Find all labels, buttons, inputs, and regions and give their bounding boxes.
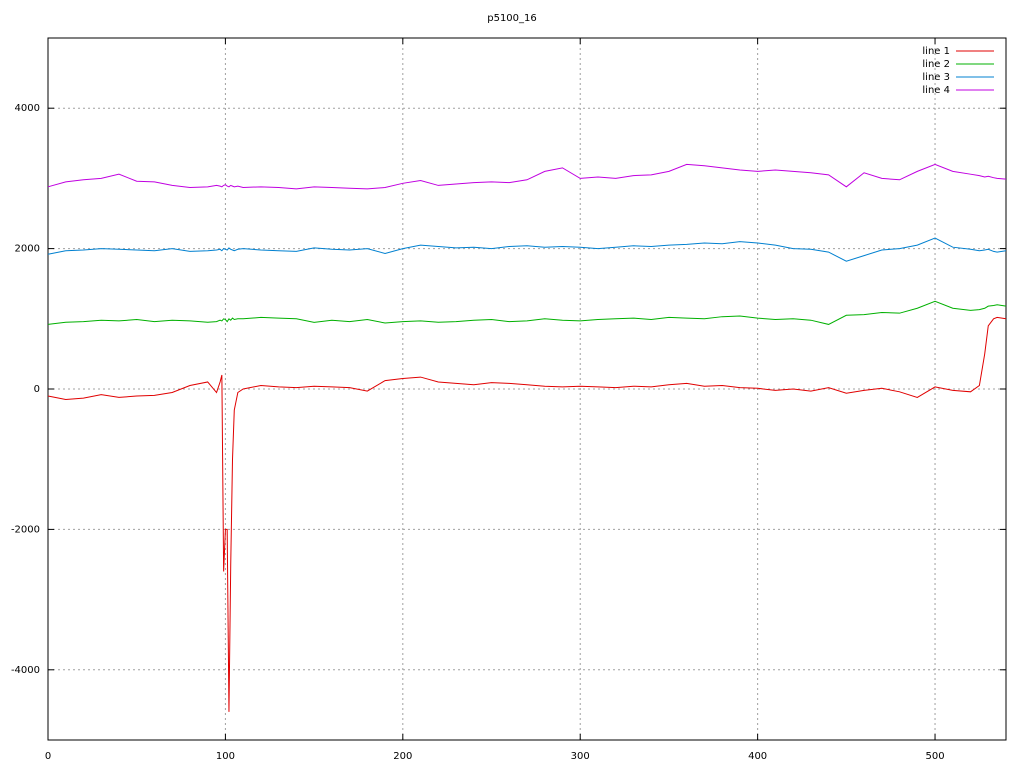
y-tick-label: -4000	[11, 665, 40, 676]
y-tick-label: 2000	[15, 244, 40, 255]
x-tick-label: 0	[45, 751, 51, 762]
legend-label: line 1	[922, 46, 950, 57]
legend-label: line 2	[922, 59, 950, 70]
data-line	[47, 316, 1007, 712]
x-tick-label: 400	[748, 751, 767, 762]
plot-frame	[47, 37, 1007, 741]
x-tick-label: 500	[925, 751, 944, 762]
x-tick-label: 100	[216, 751, 235, 762]
chart-title: p5100_16	[487, 13, 537, 24]
y-tick-label: 0	[34, 384, 40, 395]
legend-label: line 3	[922, 72, 950, 83]
x-tick-label: 300	[571, 751, 590, 762]
legend-label: line 4	[922, 85, 950, 96]
data-line	[47, 163, 1007, 190]
x-tick-label: 200	[393, 751, 412, 762]
data-line	[47, 300, 1007, 325]
y-tick-label: -2000	[11, 524, 40, 535]
y-tick-label: 4000	[15, 103, 40, 114]
data-line	[47, 237, 1007, 262]
